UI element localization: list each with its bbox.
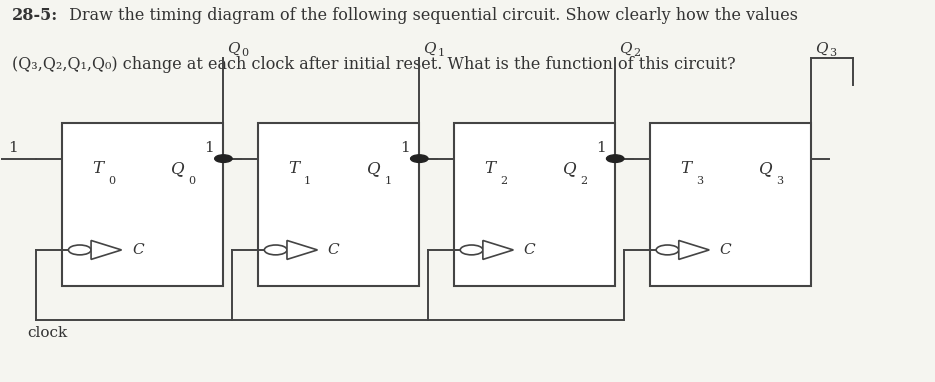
Text: 1: 1 xyxy=(204,141,214,155)
Text: (Q₃,Q₂,Q₁,Q₀) change at each clock after initial reset. What is the function of : (Q₃,Q₂,Q₁,Q₀) change at each clock after… xyxy=(12,57,736,73)
Text: Q: Q xyxy=(423,42,436,56)
Circle shape xyxy=(215,155,232,162)
Text: 2: 2 xyxy=(581,176,587,186)
Text: Q: Q xyxy=(814,42,827,56)
Text: Q: Q xyxy=(563,160,577,177)
Bar xyxy=(258,123,419,286)
Text: T: T xyxy=(680,160,691,177)
Circle shape xyxy=(265,245,287,255)
Circle shape xyxy=(607,155,624,162)
Text: C: C xyxy=(524,243,536,257)
Text: 2: 2 xyxy=(500,176,507,186)
Text: Q: Q xyxy=(619,42,631,56)
Text: 0: 0 xyxy=(108,176,115,186)
Circle shape xyxy=(68,245,91,255)
Text: Draw the timing diagram of the following sequential circuit. Show clearly how th: Draw the timing diagram of the following… xyxy=(65,7,798,24)
Text: T: T xyxy=(484,160,496,177)
Text: 1: 1 xyxy=(596,141,606,155)
Text: 3: 3 xyxy=(776,176,784,186)
Polygon shape xyxy=(91,240,122,259)
Text: 1: 1 xyxy=(400,141,410,155)
Text: Q: Q xyxy=(171,160,185,177)
Circle shape xyxy=(656,245,679,255)
Text: 1: 1 xyxy=(438,48,445,58)
Text: Q: Q xyxy=(367,160,381,177)
Text: 3: 3 xyxy=(829,48,837,58)
Text: 28-5:: 28-5: xyxy=(12,7,58,24)
Text: C: C xyxy=(720,243,731,257)
Polygon shape xyxy=(287,240,318,259)
Text: 1: 1 xyxy=(8,141,18,155)
Text: 3: 3 xyxy=(696,176,703,186)
Bar xyxy=(63,123,223,286)
Text: clock: clock xyxy=(27,325,67,340)
Bar xyxy=(454,123,615,286)
Text: T: T xyxy=(93,160,104,177)
Text: C: C xyxy=(132,243,144,257)
Bar xyxy=(650,123,812,286)
Text: Q: Q xyxy=(227,42,239,56)
Circle shape xyxy=(410,155,428,162)
Text: 1: 1 xyxy=(384,176,392,186)
Text: C: C xyxy=(328,243,339,257)
Polygon shape xyxy=(679,240,710,259)
Text: 0: 0 xyxy=(189,176,195,186)
Text: 1: 1 xyxy=(304,176,311,186)
Circle shape xyxy=(460,245,482,255)
Polygon shape xyxy=(482,240,513,259)
Text: Q: Q xyxy=(759,160,773,177)
Text: T: T xyxy=(288,160,299,177)
Text: 0: 0 xyxy=(241,48,249,58)
Text: 2: 2 xyxy=(634,48,640,58)
